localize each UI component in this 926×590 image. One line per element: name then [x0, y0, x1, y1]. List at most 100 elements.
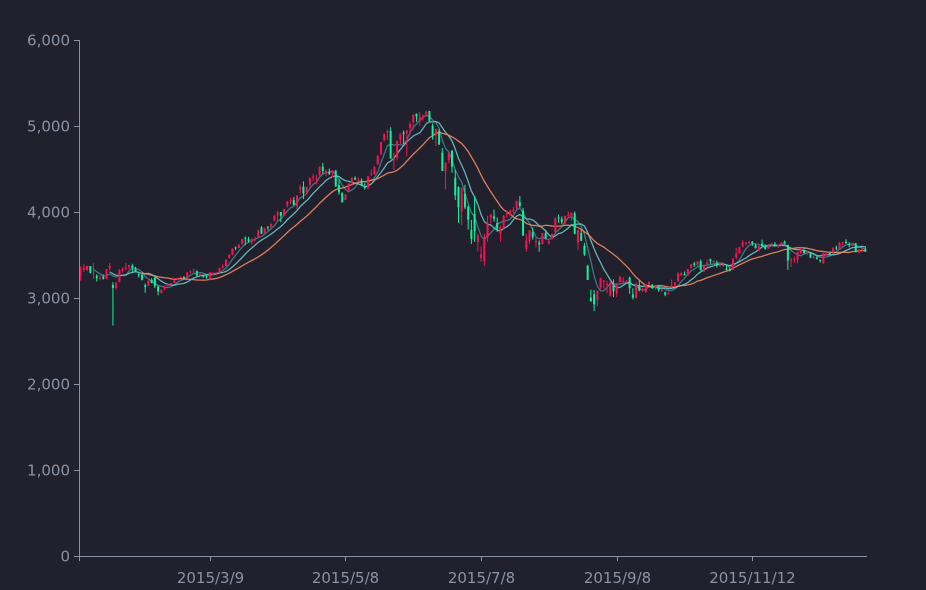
candle[interactable] — [182, 276, 185, 280]
candle[interactable] — [199, 273, 202, 276]
candle[interactable] — [254, 236, 257, 242]
candle[interactable] — [305, 186, 308, 195]
candle[interactable] — [857, 249, 860, 254]
candle[interactable] — [803, 247, 806, 255]
candle[interactable] — [489, 214, 492, 224]
candle[interactable] — [176, 277, 179, 281]
candle[interactable] — [502, 215, 505, 230]
candle[interactable] — [757, 245, 760, 252]
candle[interactable] — [166, 283, 169, 287]
candle[interactable] — [318, 166, 321, 177]
candle[interactable] — [835, 245, 838, 251]
candle[interactable] — [192, 269, 195, 273]
candle[interactable] — [809, 252, 812, 259]
candle[interactable] — [415, 113, 418, 122]
candle[interactable] — [341, 192, 344, 203]
candle[interactable] — [761, 239, 764, 247]
candle[interactable] — [463, 184, 466, 210]
candle[interactable] — [292, 197, 295, 206]
candle[interactable] — [295, 195, 298, 209]
candle[interactable] — [409, 121, 412, 135]
candle[interactable] — [825, 252, 828, 256]
candle[interactable] — [767, 244, 770, 249]
candle[interactable] — [108, 263, 111, 271]
candle[interactable] — [673, 282, 676, 287]
candle[interactable] — [512, 206, 515, 214]
candle[interactable] — [845, 239, 848, 244]
candle[interactable] — [160, 289, 163, 294]
candle[interactable] — [480, 246, 483, 262]
candle[interactable] — [677, 272, 680, 282]
candle[interactable] — [654, 284, 657, 290]
candle[interactable] — [392, 152, 395, 170]
candle[interactable] — [657, 284, 660, 292]
candle[interactable] — [486, 215, 489, 242]
candle[interactable] — [237, 243, 240, 249]
candle[interactable] — [354, 176, 357, 181]
candle[interactable] — [609, 280, 612, 297]
candle[interactable] — [357, 177, 360, 182]
candle[interactable] — [612, 279, 615, 298]
candle[interactable] — [441, 148, 444, 172]
candle[interactable] — [473, 196, 476, 242]
candle[interactable] — [664, 291, 667, 297]
candle[interactable] — [111, 282, 114, 326]
candle[interactable] — [731, 258, 734, 271]
candle[interactable] — [735, 247, 738, 260]
candle[interactable] — [325, 169, 328, 176]
candle[interactable] — [505, 210, 508, 218]
candle[interactable] — [470, 219, 473, 244]
candle[interactable] — [541, 232, 544, 245]
candle[interactable] — [131, 263, 134, 273]
candle[interactable] — [350, 177, 353, 186]
candle[interactable] — [321, 162, 324, 174]
candle[interactable] — [457, 186, 460, 223]
candle[interactable] — [173, 277, 176, 284]
candle[interactable] — [848, 242, 851, 248]
candle[interactable] — [434, 128, 437, 147]
candle[interactable] — [273, 215, 276, 222]
candle[interactable] — [121, 267, 124, 273]
candle[interactable] — [283, 209, 286, 217]
candle[interactable] — [215, 271, 218, 275]
candle[interactable] — [363, 183, 366, 190]
candle[interactable] — [95, 274, 98, 282]
candle[interactable] — [234, 246, 237, 251]
candle[interactable] — [118, 269, 121, 283]
candle[interactable] — [719, 262, 722, 267]
candle[interactable] — [367, 176, 370, 190]
candle[interactable] — [247, 236, 250, 243]
candle[interactable] — [241, 238, 244, 245]
candle[interactable] — [428, 110, 431, 122]
candle[interactable] — [744, 241, 747, 246]
candle[interactable] — [302, 181, 305, 200]
candle[interactable] — [102, 274, 105, 280]
candle[interactable] — [793, 256, 796, 263]
candle[interactable] — [170, 282, 173, 286]
candle[interactable] — [547, 238, 550, 245]
candle[interactable] — [379, 142, 382, 155]
candle[interactable] — [777, 244, 780, 249]
candle[interactable] — [496, 217, 499, 232]
candle[interactable] — [79, 266, 82, 281]
candle[interactable] — [150, 278, 153, 284]
candle[interactable] — [841, 241, 844, 246]
candle[interactable] — [250, 238, 253, 246]
candle[interactable] — [554, 217, 557, 233]
candle[interactable] — [828, 251, 831, 255]
candle[interactable] — [444, 162, 447, 190]
candle[interactable] — [728, 267, 731, 272]
candle[interactable] — [796, 251, 799, 264]
candle[interactable] — [786, 244, 789, 270]
candle[interactable] — [438, 128, 441, 145]
candle[interactable] — [509, 209, 512, 216]
candle[interactable] — [451, 150, 454, 173]
candle[interactable] — [263, 227, 266, 234]
candle[interactable] — [680, 272, 683, 276]
candle[interactable] — [618, 275, 621, 283]
candle[interactable] — [790, 257, 793, 267]
candle[interactable] — [625, 280, 628, 283]
candle[interactable] — [467, 205, 470, 230]
candle[interactable] — [576, 229, 579, 251]
candle[interactable] — [531, 227, 534, 240]
